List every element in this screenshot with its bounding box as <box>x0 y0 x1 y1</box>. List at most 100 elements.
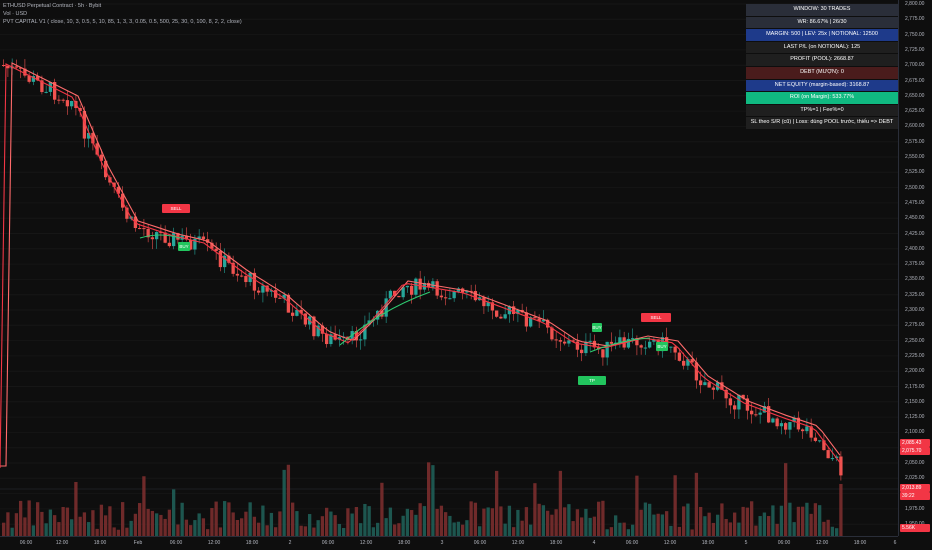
candle-body <box>397 295 401 298</box>
candle-body <box>295 309 299 316</box>
candle-body <box>36 76 40 81</box>
volume-bar <box>682 506 686 536</box>
time-tick-label: 12:00 <box>359 540 373 546</box>
price-tick-label: 2,525.00 <box>905 169 925 176</box>
volume-bar <box>150 510 155 536</box>
candle-body <box>325 333 329 345</box>
candle-body <box>775 418 779 427</box>
candle-body <box>822 440 826 451</box>
candle-body <box>19 67 23 69</box>
price-tag: 2,013.89 <box>900 484 930 492</box>
price-tick-label: 2,425.00 <box>905 230 925 237</box>
volume-bar <box>82 512 87 536</box>
indicator-legend[interactable]: PVT CAPITAL V1 ( close, 10, 3, 0.5, 5, 1… <box>3 19 242 25</box>
volume-bar <box>490 508 495 536</box>
candle-body <box>567 340 571 344</box>
sell-signal-label[interactable]: SELL <box>162 204 190 213</box>
volume-bar <box>635 475 639 536</box>
volume-bar <box>652 514 656 536</box>
volume-bar <box>737 522 741 536</box>
volume-bar <box>499 506 503 536</box>
candle-body <box>70 100 74 107</box>
symbol-legend[interactable]: ETHUSD Perpetual Contract · 5h · Bybit <box>3 3 102 9</box>
chart-area[interactable]: ETHUSD Perpetual Contract · 5h · Bybit V… <box>0 0 898 536</box>
candle-body <box>2 65 6 66</box>
volume-bar <box>728 522 733 536</box>
candle-body <box>826 450 830 459</box>
candle-body <box>14 66 19 68</box>
time-axis[interactable]: 06:00 12:00 18:00 Feb 06:00 12:00 18:00 2 06:00 1… <box>0 536 898 550</box>
price-chart[interactable] <box>0 0 898 536</box>
price-tick-label: 2,475.00 <box>905 199 925 206</box>
candle-body <box>796 417 801 430</box>
candle-body <box>384 298 388 317</box>
candle-body <box>116 186 121 194</box>
volume-bar <box>427 462 431 536</box>
volume-bar <box>703 516 707 536</box>
price-tick-label: 1,975.00 <box>905 505 925 512</box>
volume-legend[interactable]: Vol · USD <box>3 11 28 17</box>
volume-bar <box>656 513 660 536</box>
volume-bar <box>609 527 614 536</box>
candle-body <box>529 317 533 327</box>
price-tag: 2,085.43 <box>900 439 930 447</box>
stats-row: MARGIN: 500 | LEV: 25x | NOTIONAL: 12500 <box>746 29 898 41</box>
candle-body <box>835 456 839 459</box>
time-tick-label: 18:00 <box>93 540 107 546</box>
volume-bar <box>359 523 363 536</box>
candle-body <box>605 341 609 358</box>
volume-bar <box>282 469 286 536</box>
volume-bar <box>405 508 410 536</box>
volume-bar <box>537 503 541 536</box>
volume-bar <box>580 517 584 536</box>
candle-body <box>673 346 677 353</box>
volume-bar <box>48 509 53 536</box>
volume-bar <box>274 527 278 536</box>
candle-body <box>699 380 703 386</box>
candle-body <box>282 294 286 299</box>
candle-body <box>839 456 843 476</box>
candle-body <box>121 193 125 208</box>
candle-body <box>779 423 784 427</box>
time-tick-label: 3 <box>440 540 444 546</box>
candle-body <box>142 228 146 230</box>
price-tick-label: 2,175.00 <box>905 383 925 390</box>
ma-fast-line <box>0 63 841 469</box>
buy-signal-label[interactable]: BUY <box>656 342 668 351</box>
price-axis[interactable]: 2,800.00 2,775.00 2,750.00 2,725.00 2,700.00… <box>898 0 932 536</box>
volume-bar <box>741 506 745 536</box>
volume-bar <box>312 527 316 536</box>
volume-bar <box>65 507 70 536</box>
volume-bar <box>456 521 461 536</box>
volume-bar <box>116 529 121 536</box>
axis-corner <box>898 536 932 550</box>
candle-body <box>99 154 104 161</box>
volume-bar <box>422 506 427 536</box>
candle-body <box>813 437 818 441</box>
candle-body <box>401 287 405 298</box>
volume-bar <box>201 518 206 536</box>
candle-body <box>299 309 303 314</box>
candle-body <box>414 278 418 295</box>
candle-body <box>707 382 711 388</box>
volume-bar <box>299 525 303 536</box>
volume-bar <box>512 527 516 536</box>
stats-row: DEBT (MƯỢN): 0 <box>746 66 898 79</box>
volume-bar <box>125 527 129 536</box>
volume-bar <box>801 506 805 536</box>
candle-body <box>516 309 520 314</box>
candle-body <box>53 81 57 100</box>
tp-signal-label[interactable]: TP <box>578 376 606 385</box>
candle-body <box>490 302 495 311</box>
price-tick-label: 2,025.00 <box>905 475 925 482</box>
sell-signal-label[interactable]: SELL <box>641 313 671 322</box>
buy-signal-label[interactable]: BUY <box>178 242 190 251</box>
volume-bar <box>354 507 359 536</box>
volume-bar <box>669 525 673 536</box>
candle-body <box>104 160 108 178</box>
price-tick-label: 2,600.00 <box>905 123 925 130</box>
volume-bar <box>240 518 244 536</box>
buy-signal-label[interactable]: BUY <box>592 323 602 332</box>
candle-body <box>733 405 737 410</box>
time-tick-label: 06:00 <box>777 540 791 546</box>
